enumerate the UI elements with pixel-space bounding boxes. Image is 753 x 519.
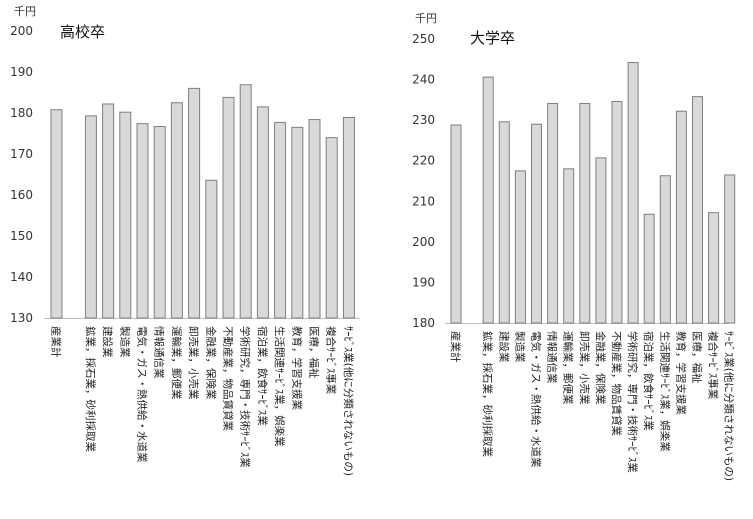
hs-category-label: 医療，福祉 xyxy=(308,326,321,379)
hs-category-label: 学術研究，専門・技術ｻｰﾋﾞｽ業 xyxy=(239,326,252,468)
hs-category-label: 製造業 xyxy=(118,326,131,358)
hs-y-tick-label: 180 xyxy=(10,106,33,120)
uni-bar xyxy=(675,110,687,324)
hs-chart-title: 高校卒 xyxy=(60,23,105,41)
uni-y-tick-label: 250 xyxy=(412,32,435,46)
uni-y-tick-label: 180 xyxy=(412,316,435,330)
hs-y-tick-label: 170 xyxy=(10,147,33,161)
hs-y-tick-label: 200 xyxy=(10,24,33,38)
hs-category-label: 不動産業，物品賃貸業 xyxy=(222,326,235,431)
hs-bar xyxy=(325,137,338,319)
uni-category-label: 運輸業，郵便業 xyxy=(562,331,575,405)
hs-category-label: 教育，学習支援業 xyxy=(290,326,303,410)
uni-bar xyxy=(595,157,607,324)
hs-bar xyxy=(153,126,166,319)
uni-bar xyxy=(498,121,510,324)
uni-y-tick-label: 220 xyxy=(412,154,435,168)
hs-y-tick-label: 130 xyxy=(10,311,33,325)
hs-bar xyxy=(239,84,252,319)
hs-bar xyxy=(136,123,149,319)
hs-unit-label: 千円 xyxy=(14,5,36,18)
uni-y-tick-label: 190 xyxy=(412,275,435,289)
uni-category-label: 金融業，保険業 xyxy=(594,331,607,405)
hs-bar xyxy=(256,106,269,319)
hs-bar xyxy=(170,102,183,319)
uni-category-label: 生活関連ｻｰﾋﾞｽ業，娯楽業 xyxy=(658,331,671,452)
hs-bar xyxy=(308,119,321,319)
uni-category-label: 製造業 xyxy=(513,331,526,363)
uni-bar xyxy=(643,213,655,324)
uni-category-label: 教育，学習支援業 xyxy=(674,331,687,415)
uni-category-label: 医療，福祉 xyxy=(691,331,704,384)
uni-category-label: ｻｰﾋﾞｽ業(他に分類されないもの) xyxy=(723,331,736,481)
hs-bar xyxy=(50,109,63,319)
uni-category-label: 建設業 xyxy=(497,331,510,363)
chart-university: 千円大学卒 180 190 200 210 220 230 240 250 産業計 鉱業，採石業，砂… xyxy=(377,0,753,515)
uni-y-tick-label: 210 xyxy=(412,194,435,208)
uni-category-label: 学術研究，専門・技術ｻｰﾋﾞｽ業 xyxy=(626,331,639,473)
hs-bar xyxy=(222,96,235,319)
hs-category-label: 生活関連ｻｰﾋﾞｽ業，娯楽業 xyxy=(273,326,286,447)
hs-bar xyxy=(119,111,132,319)
uni-bar xyxy=(531,123,542,324)
hs-category-label: 電気・ガス・熱供給・水道業 xyxy=(136,326,149,463)
hs-bar xyxy=(342,117,355,319)
hs-category-label: 産業計 xyxy=(50,326,63,358)
hs-bar xyxy=(188,87,201,319)
uni-y-tick-label: 230 xyxy=(412,113,435,127)
hs-bar xyxy=(274,121,287,319)
uni-bar xyxy=(547,103,559,324)
uni-chart-title: 大学卒 xyxy=(470,29,515,47)
hs-category-label: 複合ｻｰﾋﾞｽ事業 xyxy=(325,326,338,395)
hs-category-label: 卸売業，小売業 xyxy=(187,326,200,400)
hs-bar xyxy=(84,115,97,319)
uni-bar xyxy=(708,212,720,324)
hs-category-label: 金融業，保険業 xyxy=(204,326,217,400)
hs-category-label: 宿泊業，飲食ｻｰﾋﾞｽ業 xyxy=(256,326,269,426)
uni-category-label: 複合ｻｰﾋﾞｽ事業 xyxy=(707,331,720,400)
chart-high-school: 千円高校卒 130 140 150 160 170 180 190 200 産業計 鉱業，採石業，砂… xyxy=(0,0,376,515)
hs-category-label: 運輸業，郵便業 xyxy=(170,326,183,400)
uni-bar xyxy=(563,168,575,324)
uni-category-label: 不動産業，物品賃貸業 xyxy=(610,331,623,436)
hs-y-tick-label: 140 xyxy=(10,270,33,284)
hs-bar xyxy=(291,126,304,319)
uni-bar xyxy=(579,103,591,324)
hs-y-tick-label: 150 xyxy=(10,229,33,243)
uni-bar xyxy=(482,76,494,324)
uni-category-label: 宿泊業，飲食ｻｰﾋﾞｽ業 xyxy=(642,331,655,431)
hs-bar xyxy=(102,103,115,319)
uni-category-label: 情報通信業 xyxy=(546,331,559,384)
hs-category-label: 情報通信業 xyxy=(153,326,166,379)
uni-bar xyxy=(692,96,703,324)
uni-bar xyxy=(514,170,526,324)
uni-y-tick-label: 240 xyxy=(412,73,435,87)
uni-category-label: 電気・ガス・熱供給・水道業 xyxy=(530,331,543,468)
uni-bar xyxy=(724,174,736,324)
uni-category-label: 産業計 xyxy=(449,331,462,363)
uni-bar xyxy=(659,175,671,324)
hs-bar xyxy=(205,179,218,319)
hs-y-tick-label: 160 xyxy=(10,188,33,202)
uni-bar xyxy=(627,62,639,324)
hs-category-label: 鉱業，採石業，砂利採取業 xyxy=(84,326,97,452)
uni-category-label: 鉱業，採石業，砂利採取業 xyxy=(481,331,494,457)
hs-category-label: 建設業 xyxy=(101,326,114,358)
uni-bar xyxy=(611,100,623,324)
hs-y-tick-label: 190 xyxy=(10,65,33,79)
uni-y-tick-label: 200 xyxy=(412,235,435,249)
uni-category-label: 卸売業，小売業 xyxy=(578,331,591,405)
uni-bar xyxy=(450,124,462,324)
uni-unit-label: 千円 xyxy=(415,12,437,25)
hs-category-label: ｻｰﾋﾞｽ業(他に分類されないもの) xyxy=(342,326,355,476)
